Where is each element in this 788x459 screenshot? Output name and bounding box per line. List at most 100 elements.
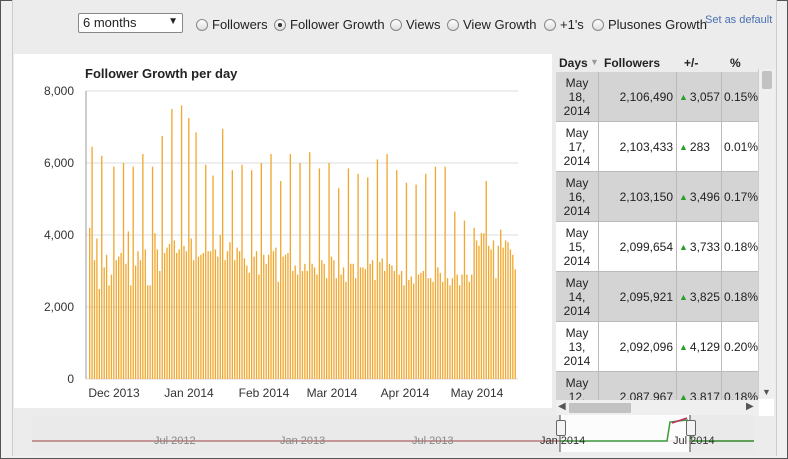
- row-percent: 0.18%: [724, 289, 759, 304]
- bar: [502, 247, 504, 379]
- bar: [359, 267, 362, 379]
- bar: [195, 132, 197, 379]
- table-row[interactable]: May 17, 2014 2,103,433 ▲ 283 0.01%: [556, 122, 758, 172]
- bar: [463, 220, 466, 379]
- bar: [473, 227, 475, 379]
- table-vertical-scrollbar[interactable]: ▼: [758, 69, 775, 399]
- arrow-up-icon: ▲: [679, 191, 688, 202]
- range-handle-right[interactable]: [686, 420, 696, 436]
- table-row[interactable]: May 15, 2014 2,099,654 ▲ 3,733 0.18%: [556, 222, 758, 272]
- bar: [137, 251, 139, 379]
- radio-follower-growth[interactable]: Follower Growth: [274, 17, 385, 32]
- y-tick-label: 2,000: [44, 300, 74, 314]
- bar: [115, 260, 117, 379]
- bar: [108, 285, 110, 379]
- day-text: May 13, 2014: [563, 325, 591, 368]
- radio-label: Plusones Growth: [608, 17, 707, 32]
- row-followers: 2,092,096: [599, 322, 677, 371]
- bar: [437, 267, 439, 379]
- row-day: May 18, 2014: [556, 72, 599, 121]
- bar: [408, 280, 410, 379]
- bar: [289, 154, 292, 379]
- bar: [287, 253, 289, 379]
- bar: [144, 249, 146, 379]
- arrow-up-icon: ▲: [679, 141, 688, 152]
- table-row[interactable]: May 18, 2014 2,106,490 ▲ 3,057 0.15%: [556, 72, 758, 122]
- bar: [444, 166, 446, 379]
- bar: [192, 260, 195, 379]
- scroll-right-icon[interactable]: ▶: [746, 401, 754, 412]
- table-header: Days ▼ Followers +/- %: [556, 54, 774, 72]
- scroll-down-icon[interactable]: ▼: [762, 387, 771, 397]
- scrollbar-thumb[interactable]: [569, 403, 631, 413]
- scroll-left-icon[interactable]: ◀: [558, 401, 566, 412]
- x-tick-label: Mar 2014: [307, 386, 358, 400]
- row-day: May 14, 2014: [556, 272, 599, 321]
- bar: [458, 285, 461, 379]
- radio-plusones[interactable]: +1's: [544, 17, 584, 32]
- set-as-default-link[interactable]: Set as default: [705, 14, 773, 26]
- bar: [350, 263, 352, 379]
- bar: [299, 163, 301, 379]
- column-days[interactable]: Days: [559, 56, 588, 70]
- bar: [446, 278, 449, 379]
- bar: [434, 166, 437, 379]
- bar: [272, 251, 275, 379]
- table-row[interactable]: May 16, 2014 2,103,150 ▲ 3,496 0.17%: [556, 172, 758, 222]
- change-value: 3,496: [689, 189, 720, 204]
- bar: [393, 271, 396, 379]
- table-row[interactable]: May 14, 2014 2,095,921 ▲ 3,825 0.18%: [556, 272, 758, 322]
- bar: [98, 289, 100, 379]
- bar: [338, 188, 340, 379]
- bar: [454, 211, 456, 379]
- table-row[interactable]: May 13, 2014 2,092,096 ▲ 4,129 0.20%: [556, 322, 758, 372]
- radio-view-growth[interactable]: View Growth: [447, 17, 536, 32]
- radio-plusones-growth[interactable]: Plusones Growth: [592, 17, 707, 32]
- bar: [391, 265, 393, 379]
- radio-label: Views: [406, 17, 441, 32]
- bar: [386, 154, 388, 379]
- scrollbar-thumb[interactable]: [762, 71, 772, 89]
- bar: [205, 164, 207, 379]
- bar: [422, 271, 425, 379]
- change-value: 3,057: [689, 89, 720, 104]
- bar: [381, 258, 383, 379]
- bar: [171, 109, 173, 379]
- radio-views[interactable]: Views: [390, 17, 440, 32]
- bar: [413, 283, 415, 379]
- period-select[interactable]: 6 months ▼: [78, 13, 183, 33]
- sort-down-icon[interactable]: ▼: [590, 57, 599, 67]
- bar: [163, 253, 166, 379]
- column-percent[interactable]: %: [730, 56, 741, 70]
- radio-icon: [544, 18, 556, 31]
- bar: [183, 245, 185, 379]
- time-navigator[interactable]: Jul 2012 Jan 2013 Jul 2013 Jan 2014 Jul …: [32, 415, 754, 452]
- column-plus-minus[interactable]: +/-: [684, 56, 699, 70]
- bar: [384, 271, 386, 379]
- row-percent: 0.01%: [724, 139, 759, 154]
- bar: [168, 244, 171, 379]
- radio-followers[interactable]: Followers: [196, 17, 268, 32]
- bar: [91, 146, 93, 379]
- bar: [180, 105, 183, 380]
- column-followers[interactable]: Followers: [604, 56, 661, 70]
- row-followers: 2,106,490: [599, 72, 677, 121]
- arrow-up-icon: ▲: [679, 91, 688, 102]
- row-change: ▲ 3,733: [677, 222, 722, 271]
- table-horizontal-scrollbar[interactable]: ◀ ▶: [556, 400, 759, 416]
- bar: [224, 260, 226, 379]
- row-day: May 16, 2014: [556, 172, 599, 221]
- bar: [442, 281, 444, 379]
- bar: [130, 285, 132, 379]
- bar: [202, 253, 204, 379]
- row-followers: 2,103,433: [599, 122, 677, 171]
- day-text: May 14, 2014: [563, 275, 591, 318]
- range-handle-left[interactable]: [556, 420, 566, 436]
- bar: [251, 170, 253, 379]
- bar: [122, 163, 125, 379]
- radio-label: Follower Growth: [290, 17, 385, 32]
- bar: [151, 166, 154, 379]
- navigator-label: Jul 2013: [412, 435, 454, 447]
- bar: [125, 263, 127, 379]
- bar: [238, 251, 241, 379]
